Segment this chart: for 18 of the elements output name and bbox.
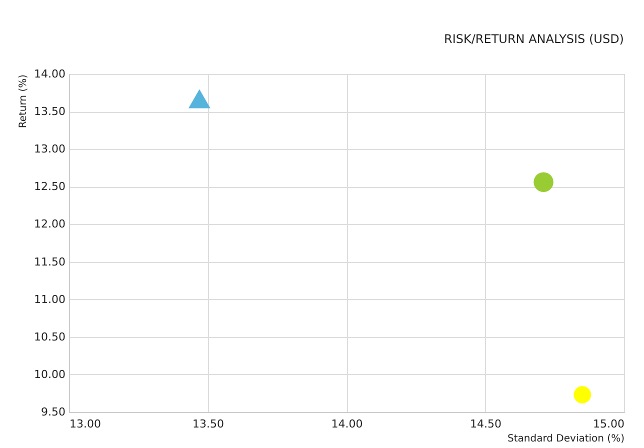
x-tick-label: 15.00 (593, 418, 624, 430)
y-tick-label: 13.50 (34, 105, 66, 118)
y-tick-label: 9.50 (41, 406, 66, 418)
y-tick-label: 11.00 (34, 292, 66, 306)
y-tick-label: 13.00 (34, 142, 66, 156)
x-tick-label: 14.00 (331, 418, 363, 430)
x-tick-label: 14.50 (470, 418, 502, 430)
y-tick-label: 14.00 (34, 68, 66, 80)
y-tick-label: 12.00 (34, 218, 66, 231)
y-axis-title: Return (%) (18, 74, 30, 128)
y-tick-label: 10.00 (34, 368, 66, 381)
x-tick-label: 13.50 (192, 418, 224, 430)
x-axis-title: Standard Deviation (%) (508, 434, 625, 444)
y-tick-label: 11.50 (34, 255, 66, 268)
y-tick-label: 10.50 (34, 330, 66, 344)
y-tick-label: 12.50 (34, 180, 66, 194)
chart-title: RISK/RETURN ANALYSIS (USD) (444, 32, 624, 46)
x-tick-label: 13.00 (70, 418, 101, 430)
